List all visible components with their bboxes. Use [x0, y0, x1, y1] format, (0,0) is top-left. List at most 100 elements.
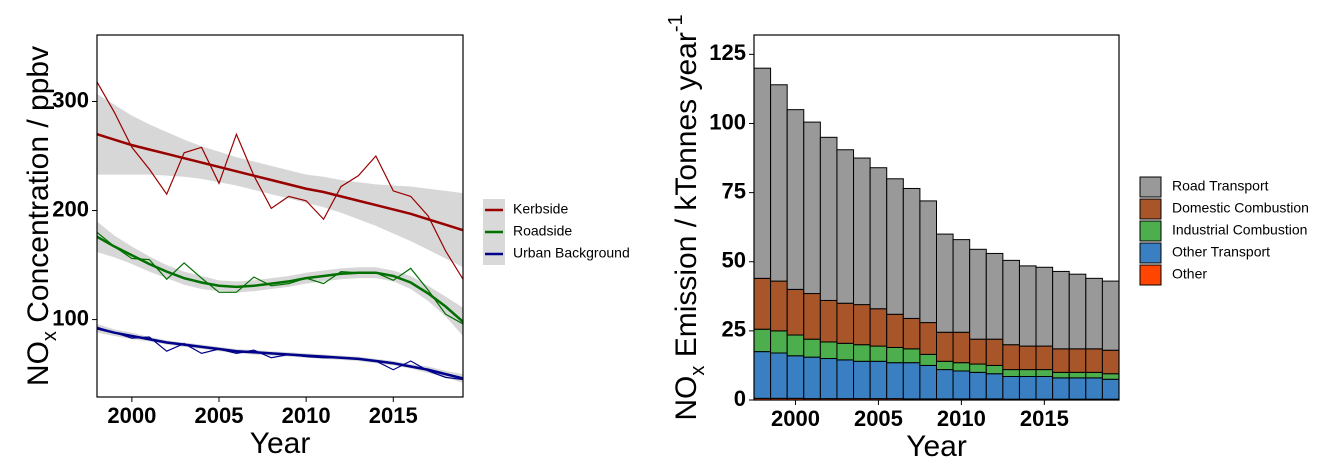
y-axis-title: NOx Emission / kTonnes year-1 [665, 14, 709, 420]
bar-segment [1002, 344, 1020, 371]
bar-segment [869, 360, 888, 400]
legend-label: Other Transport [1172, 244, 1270, 260]
bar-segment [819, 136, 838, 301]
plot-border [753, 34, 1120, 401]
bar-segment [952, 239, 971, 333]
x-tick-label: 2015 [1020, 406, 1069, 431]
bar-segment [936, 369, 954, 400]
bar-segment [753, 277, 772, 330]
bar-segment [869, 345, 888, 362]
bar-segment [902, 317, 921, 350]
bar-segment [836, 342, 855, 361]
bar-segment [819, 341, 838, 360]
series-line [97, 81, 463, 280]
bar-segment [1085, 348, 1103, 373]
bar-segment [886, 362, 904, 400]
bar-segment [869, 308, 888, 347]
bar-segment [1101, 373, 1120, 380]
legend-swatch [1139, 176, 1162, 198]
bar-segment [1018, 375, 1037, 400]
bar-segment [1101, 349, 1120, 375]
bar-segment [1035, 369, 1054, 377]
bar-segment [853, 304, 871, 346]
x-tick-label: 2005 [854, 406, 903, 431]
x-tick-label: 2005 [195, 403, 244, 428]
bar-segment [819, 299, 838, 343]
bar-segment [836, 302, 855, 344]
bar-segment [919, 200, 938, 324]
smooth-line [97, 327, 463, 380]
bar-segment [1085, 277, 1103, 350]
y-tick-label: 125 [709, 40, 746, 65]
bar-segment [1018, 369, 1037, 377]
bar-segment [969, 371, 987, 400]
bar-segment [786, 355, 805, 399]
bar-segment [985, 338, 1004, 366]
y-axis-title-part: Emission / kTonnes year [670, 32, 703, 365]
x-tick-label: 2010 [937, 406, 986, 431]
bar-segment [969, 248, 987, 340]
y-tick-label: 50 [722, 248, 746, 273]
bar-segment [1018, 345, 1037, 371]
plot-area [753, 67, 1120, 401]
bar-segment [786, 334, 805, 357]
legend-label: Domestic Combustion [1172, 200, 1309, 216]
y-axis-title: NOx Concentration / ppbv [22, 46, 61, 386]
y-tick-label: 0 [734, 386, 746, 411]
bar-segment [936, 360, 954, 371]
bar-segment [1018, 265, 1037, 347]
smooth-line [97, 133, 463, 232]
bar-segment [919, 364, 938, 400]
legend-label: Kerbside [513, 201, 568, 217]
legend-label: Road Transport [1172, 178, 1269, 194]
y-tick-label: 200 [52, 196, 89, 221]
bar-segment [853, 344, 871, 362]
x-tick-label: 2015 [369, 403, 418, 428]
smooth-line [97, 235, 463, 323]
bar-segment [770, 84, 788, 282]
bar-segment [952, 370, 971, 400]
legend-swatch [1139, 264, 1162, 286]
bar-segment [1085, 377, 1103, 400]
bar-segment [919, 322, 938, 355]
y-tick-label: 100 [709, 109, 746, 134]
bar-segment [936, 233, 954, 333]
x-axis-title: Year [906, 430, 967, 460]
bar-segment [985, 373, 1004, 400]
bar-segment [753, 328, 772, 353]
y-axis-title-part: Concentration / ppbv [22, 46, 55, 331]
bar-segment [753, 67, 772, 279]
y-axis-title-part: x [687, 366, 709, 376]
bar-segment [985, 252, 1004, 340]
bar-segment [803, 338, 821, 358]
bar-segment [1052, 348, 1070, 373]
bar-segment [869, 167, 888, 310]
bar-segment [1085, 371, 1103, 379]
series-line [97, 231, 463, 325]
bar-segment [902, 348, 921, 364]
bar-segment [836, 359, 855, 400]
bar-segment [836, 149, 855, 304]
legend-label: Urban Background [513, 245, 630, 261]
bar-segment [770, 280, 788, 332]
bar-segment [1101, 280, 1120, 351]
bar-segment [902, 187, 921, 319]
confidence-band [97, 93, 463, 268]
legend-swatch [1139, 198, 1162, 220]
confidence-band [97, 221, 463, 336]
y-axis-title-part: x [39, 331, 61, 341]
bar-segment [886, 346, 904, 364]
legend-swatch [1139, 220, 1162, 242]
x-tick-label: 2000 [771, 406, 820, 431]
bar-segment [969, 338, 987, 365]
legend-label: Industrial Combustion [1172, 222, 1307, 238]
y-tick-label: 100 [52, 305, 89, 330]
legend-label: Other [1172, 266, 1207, 282]
x-tick-label: 2000 [107, 403, 156, 428]
bar-segment [952, 331, 971, 364]
bar-segment [1101, 378, 1120, 400]
bar-segment [853, 360, 871, 400]
bar-segment [1002, 375, 1020, 400]
bar-segment [952, 362, 971, 372]
